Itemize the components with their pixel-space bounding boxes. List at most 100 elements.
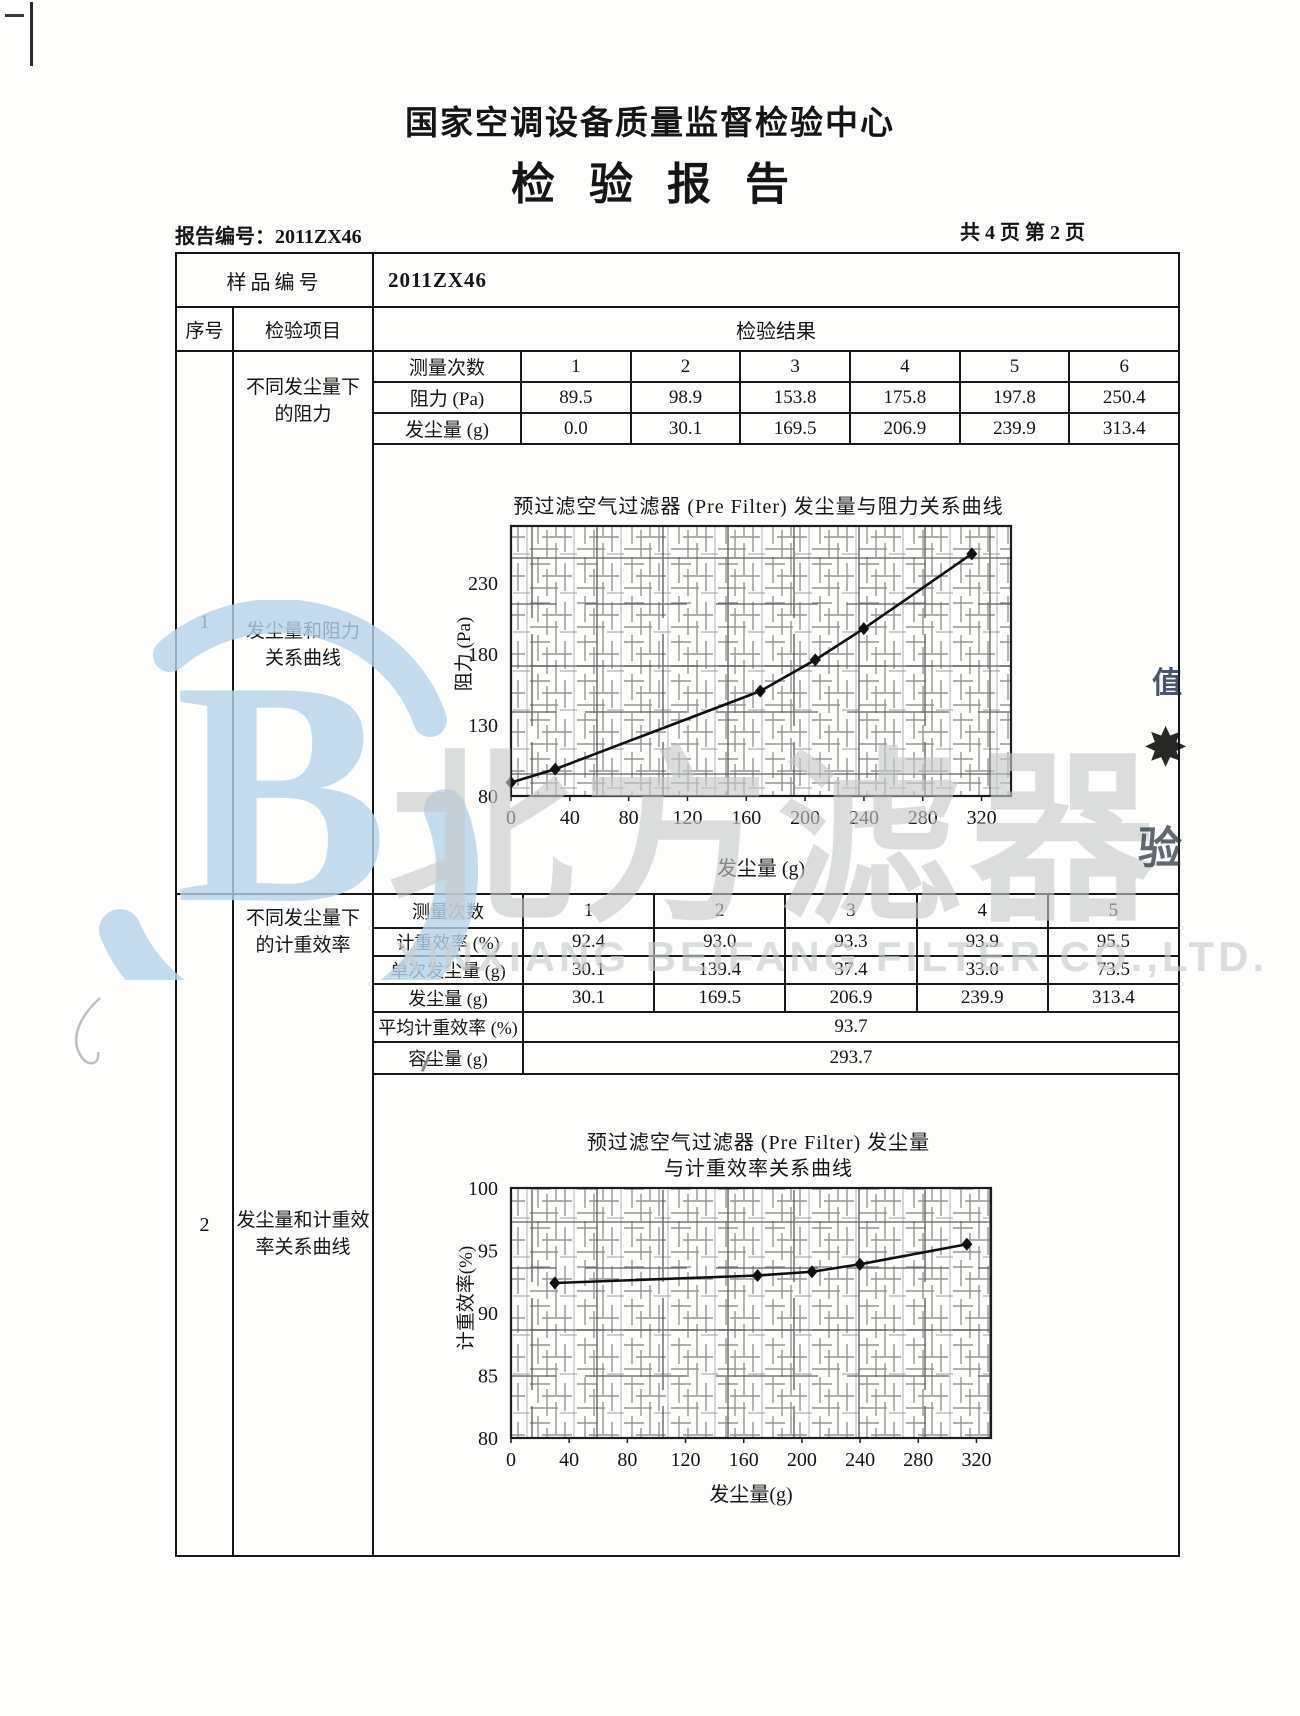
- value-cell: 89.5: [522, 383, 632, 412]
- value-cell: 313.4: [1102, 417, 1146, 439]
- efficiency-chart-xlabel: 发尘量(g): [709, 1484, 793, 1506]
- resistance-measure-table: 测量次数 1 2 3 4 5 6 阻力 (Pa) 89.5 98.9 153.8…: [374, 352, 1178, 445]
- table-row: 单次发尘量 (g) 30.1 139.4 37.4 33.0 73.5: [374, 957, 1178, 985]
- data-point: [754, 684, 766, 698]
- row-label: 计重效率 (%): [374, 929, 524, 955]
- col-cell: 2: [655, 895, 787, 927]
- inspection-result-table: 样品编号 2011ZX46 序号 检验项目 检验结果 1 不同发尘量下 的阻力 …: [175, 252, 1180, 1557]
- row-label: 单次发尘量 (g): [374, 957, 524, 983]
- item1-condition-label: 不同发尘量下 的阻力: [234, 374, 372, 428]
- data-point: [505, 776, 517, 789]
- data-point: [858, 622, 870, 636]
- col-header-item: 检验项目: [234, 308, 374, 350]
- value-cell: 250.4: [1102, 386, 1146, 408]
- y-tick-label: 100: [468, 1178, 498, 1200]
- table-row: 发尘量 (g) 0.0 30.1 169.5 206.9 239.9 313.4: [374, 414, 1178, 445]
- row-label: 阻力 (Pa): [374, 383, 522, 412]
- item2-name-cell: 不同发尘量下 的计重效率 发尘量和计重效 率关系曲线: [234, 895, 374, 1555]
- col-header-seq: 序号: [177, 308, 234, 350]
- resistance-chart-title: 预过滤空气过滤器 (Pre Filter) 发尘量与阻力关系曲线: [513, 496, 1004, 518]
- table-row: 测量次数 1 2 3 4 5: [374, 895, 1178, 929]
- x-tick-label: 240: [845, 1449, 875, 1471]
- value-cell: 98.9: [632, 383, 742, 412]
- value-cell: 206.9: [851, 414, 961, 443]
- row-label: 容尘量 (g): [374, 1043, 524, 1073]
- value-cell: 169.5: [655, 985, 787, 1011]
- y-tick-label: 90: [478, 1303, 498, 1325]
- col-cell: 4: [918, 895, 1049, 927]
- row-label: 发尘量 (g): [374, 414, 522, 443]
- item1-name-cell: 不同发尘量下 的阻力 发尘量和阻力 关系曲线: [234, 352, 374, 893]
- y-tick-label: 95: [478, 1241, 498, 1263]
- x-tick-label: 160: [731, 807, 761, 829]
- y-tick-label: 85: [478, 1366, 498, 1388]
- column-header-row: 序号 检验项目 检验结果: [177, 308, 1178, 352]
- x-tick-label: 200: [787, 1449, 817, 1471]
- plot-border: [509, 524, 1013, 798]
- x-tick-label: 320: [967, 807, 997, 829]
- x-tick-label: 280: [908, 807, 938, 829]
- y-tick-label: 180: [468, 644, 498, 666]
- data-point: [549, 1276, 561, 1290]
- item1-curve-label: 发尘量和阻力 关系曲线: [234, 618, 372, 672]
- data-point: [752, 1269, 764, 1282]
- value-cell: 30.1: [632, 414, 742, 443]
- value-cell: 169.5: [741, 414, 852, 443]
- row-label: 发尘量 (g): [374, 985, 524, 1011]
- data-point: [961, 1237, 973, 1251]
- item2-cond-line2: 的计重效率: [255, 935, 351, 956]
- meas-header-cell: 测量次数: [374, 352, 522, 381]
- col-cell: 3: [741, 352, 852, 381]
- table-row: 容尘量 (g) 293.7: [374, 1043, 1178, 1075]
- table-row: 阻力 (Pa) 89.5 98.9 153.8 175.8 197.8 250.…: [374, 383, 1178, 414]
- item2-condition-label: 不同发尘量下 的计重效率: [234, 905, 372, 959]
- value-cell: 239.9: [961, 414, 1071, 443]
- value-cell: 313.4: [1092, 987, 1135, 1008]
- value-cell: 93.0: [655, 929, 787, 955]
- value-cell: 153.8: [741, 383, 852, 412]
- item2-seq: 2: [177, 895, 234, 1555]
- efficiency-measure-table: 测量次数 1 2 3 4 5 计重效率 (%) 92.4 93.0 93.3 9…: [374, 895, 1178, 1075]
- sample-number-value: 2011ZX46: [388, 267, 488, 292]
- page-count-info: 共 4 页 第 2 页: [960, 222, 1085, 244]
- col-header-result: 检验结果: [736, 320, 816, 343]
- col-cell: 5: [961, 352, 1071, 381]
- x-tick-label: 200: [790, 807, 820, 829]
- item1-cond-line2: 的阻力: [274, 404, 332, 425]
- col-cell: 1: [522, 352, 632, 381]
- x-tick-label: 80: [617, 1449, 637, 1471]
- inspection-center-name: 国家空调设备质量监督检验中心: [405, 104, 895, 141]
- grid-lines: [511, 526, 1011, 796]
- value-cell: 139.4: [655, 957, 787, 983]
- efficiency-chart-title-line1: 预过滤空气过滤器 (Pre Filter) 发尘量: [586, 1132, 931, 1154]
- item1-cond-line1: 不同发尘量下: [245, 377, 360, 398]
- report-number: 报告编号：2011ZX46: [175, 226, 362, 248]
- x-tick-label: 0: [506, 1449, 516, 1471]
- item1-result-cell: 测量次数 1 2 3 4 5 6 阻力 (Pa) 89.5 98.9 153.8…: [374, 352, 1178, 893]
- table-row: 发尘量 (g) 30.1 169.5 206.9 239.9 313.4: [374, 985, 1178, 1013]
- item1-curve-line2: 关系曲线: [264, 648, 341, 669]
- col-cell: 4: [851, 352, 961, 381]
- item2-curve-line2: 率关系曲线: [255, 1237, 351, 1258]
- table-row: 计重效率 (%) 92.4 93.0 93.3 93.9 95.5: [374, 929, 1178, 957]
- scan-corner-mark-vertical: [30, 2, 33, 66]
- item1-seq: 1: [177, 352, 234, 893]
- efficiency-chart: 预过滤空气过滤器 (Pre Filter) 发尘量 与计重效率关系曲线 计重效率…: [436, 1126, 1081, 1548]
- value-cell: 92.4: [524, 929, 656, 955]
- x-tick-label: 40: [559, 1449, 579, 1471]
- value-cell: 30.1: [524, 957, 656, 983]
- avg-efficiency-value: 93.7: [834, 1016, 868, 1037]
- resistance-chart-plot: 80 130 180 230 0 40 80 120 160 200 240 280 320: [468, 524, 1013, 829]
- pen-scribble-mark: [74, 997, 101, 1065]
- efficiency-chart-title-line2: 与计重效率关系曲线: [664, 1158, 853, 1180]
- x-tick-label: 80: [619, 807, 639, 829]
- col-cell: 3: [786, 895, 918, 927]
- y-tick-label: 80: [478, 1428, 498, 1450]
- item2-curve-line1: 发尘量和计重效: [236, 1210, 370, 1231]
- sample-number-label: 样品编号: [177, 254, 374, 306]
- data-point: [854, 1257, 866, 1271]
- x-tick-label: 160: [729, 1449, 759, 1471]
- col-cell: 5: [1108, 900, 1119, 921]
- resistance-chart: 预过滤空气过滤器 (Pre Filter) 发尘量与阻力关系曲线 阻力 (Pa)…: [436, 490, 1081, 898]
- scan-corner-mark-horizontal: [5, 14, 24, 17]
